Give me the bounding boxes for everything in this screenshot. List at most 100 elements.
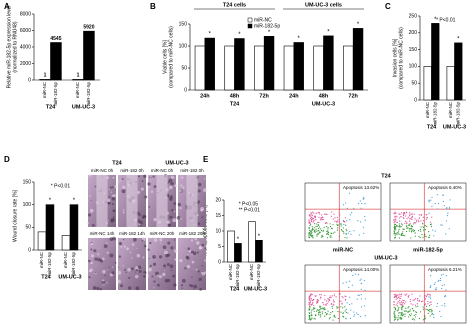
flow-plot bbox=[304, 264, 382, 324]
flow-dot bbox=[394, 226, 396, 228]
flow-dot bbox=[402, 214, 405, 216]
flow-dot bbox=[360, 221, 362, 223]
micrograph-texture bbox=[197, 200, 200, 204]
flow-dot bbox=[309, 223, 312, 226]
flow-dot bbox=[417, 298, 419, 300]
flow-dot bbox=[394, 237, 396, 239]
micrograph-texture bbox=[152, 255, 156, 259]
micrograph-texture bbox=[103, 244, 108, 249]
micrograph-texture bbox=[151, 275, 154, 278]
flow-dot bbox=[421, 234, 423, 236]
significance-mark: * bbox=[238, 32, 241, 38]
flow-dot bbox=[400, 312, 402, 314]
flow-dot bbox=[424, 297, 426, 299]
y-tick-label: 50 bbox=[411, 81, 417, 87]
flow-dot bbox=[427, 303, 429, 305]
flow-dot bbox=[329, 223, 331, 225]
micrograph-texture bbox=[136, 190, 141, 195]
micrograph-texture bbox=[111, 186, 114, 189]
flow-dot bbox=[347, 232, 350, 234]
y-tick-label: 20 bbox=[215, 197, 221, 203]
flow-dot bbox=[404, 293, 406, 295]
flow-dot bbox=[402, 299, 404, 301]
flow-dot bbox=[333, 301, 335, 303]
x-tick-label: T24 bbox=[41, 274, 51, 280]
micrograph-texture bbox=[160, 242, 162, 244]
flow-dot bbox=[327, 233, 330, 236]
micrograph-texture bbox=[112, 266, 114, 268]
flow-dot bbox=[346, 230, 348, 232]
flow-dot bbox=[320, 236, 323, 238]
flow-dot bbox=[424, 304, 426, 306]
flow-dot bbox=[400, 295, 402, 297]
y-tick-label: 0 bbox=[28, 77, 31, 83]
flow-dot bbox=[338, 211, 340, 213]
y-tick-label: 50 bbox=[181, 65, 187, 71]
flow-dot bbox=[395, 298, 397, 301]
flow-dot bbox=[321, 218, 323, 221]
micrograph-texture bbox=[131, 243, 135, 246]
y-tick-label: 150 bbox=[23, 179, 32, 185]
flow-dot bbox=[342, 307, 344, 309]
micrograph-texture bbox=[171, 209, 174, 212]
micrograph-texture bbox=[90, 242, 93, 244]
flow-dot bbox=[311, 218, 313, 220]
flow-dot bbox=[412, 318, 414, 321]
flow-dot bbox=[343, 204, 345, 206]
micrograph-texture bbox=[90, 242, 93, 246]
micrograph-texture bbox=[152, 262, 157, 266]
flow-dot bbox=[311, 235, 313, 237]
panel-letter: B bbox=[150, 2, 156, 11]
flow-dot bbox=[393, 304, 395, 306]
significance-mark: * bbox=[457, 36, 460, 42]
flow-dot bbox=[416, 311, 418, 314]
flow-dot bbox=[434, 288, 436, 290]
micrograph-texture bbox=[122, 185, 126, 190]
flow-dot bbox=[415, 311, 417, 313]
flow-dot bbox=[344, 298, 347, 300]
flow-dot bbox=[329, 300, 331, 302]
flow-dot bbox=[422, 216, 424, 218]
micrograph-texture bbox=[96, 286, 100, 291]
flow-dot bbox=[325, 226, 328, 228]
micrograph-texture bbox=[129, 251, 132, 254]
flow-dot bbox=[424, 318, 426, 320]
flow-dot bbox=[396, 221, 398, 224]
flow-dot bbox=[321, 308, 323, 310]
flow-dot bbox=[323, 307, 326, 309]
flow-dot bbox=[393, 218, 395, 221]
micrograph-texture bbox=[88, 173, 92, 177]
flow-dot bbox=[424, 298, 426, 300]
flow-dot bbox=[364, 219, 366, 221]
flow-dot bbox=[404, 220, 407, 222]
x-tick-label: 48h bbox=[230, 93, 240, 99]
flow-dot bbox=[447, 212, 449, 214]
flow-dot bbox=[310, 230, 312, 232]
flow-dot bbox=[324, 294, 326, 297]
micrograph-texture bbox=[134, 271, 136, 273]
micrograph-texture bbox=[114, 184, 118, 188]
flow-dot bbox=[329, 313, 331, 316]
flow-dot bbox=[412, 299, 414, 301]
micrograph-texture bbox=[134, 274, 139, 279]
micrograph-texture bbox=[168, 185, 173, 190]
flow-dot bbox=[398, 223, 401, 225]
flow-dot bbox=[316, 300, 318, 302]
flow-dot bbox=[393, 317, 396, 319]
flow-dot bbox=[316, 299, 318, 301]
flow-dot bbox=[420, 226, 422, 228]
micrograph-texture bbox=[106, 251, 109, 254]
series-label: miR-182-5p bbox=[455, 102, 460, 126]
flow-dot bbox=[426, 309, 428, 311]
flow-dot bbox=[308, 235, 310, 237]
flow-dot bbox=[407, 216, 409, 218]
flow-dot bbox=[414, 298, 417, 300]
apoptosis-label: Apoptosis 6.21% bbox=[428, 267, 462, 272]
micrograph-texture bbox=[177, 202, 181, 207]
micrograph-texture bbox=[125, 271, 127, 274]
micrograph-texture bbox=[159, 238, 163, 242]
series-label: miR-182-5p bbox=[256, 264, 261, 288]
micrograph-texture bbox=[122, 264, 124, 267]
series-label: miR-NC bbox=[228, 263, 233, 280]
flow-dot bbox=[330, 235, 332, 237]
